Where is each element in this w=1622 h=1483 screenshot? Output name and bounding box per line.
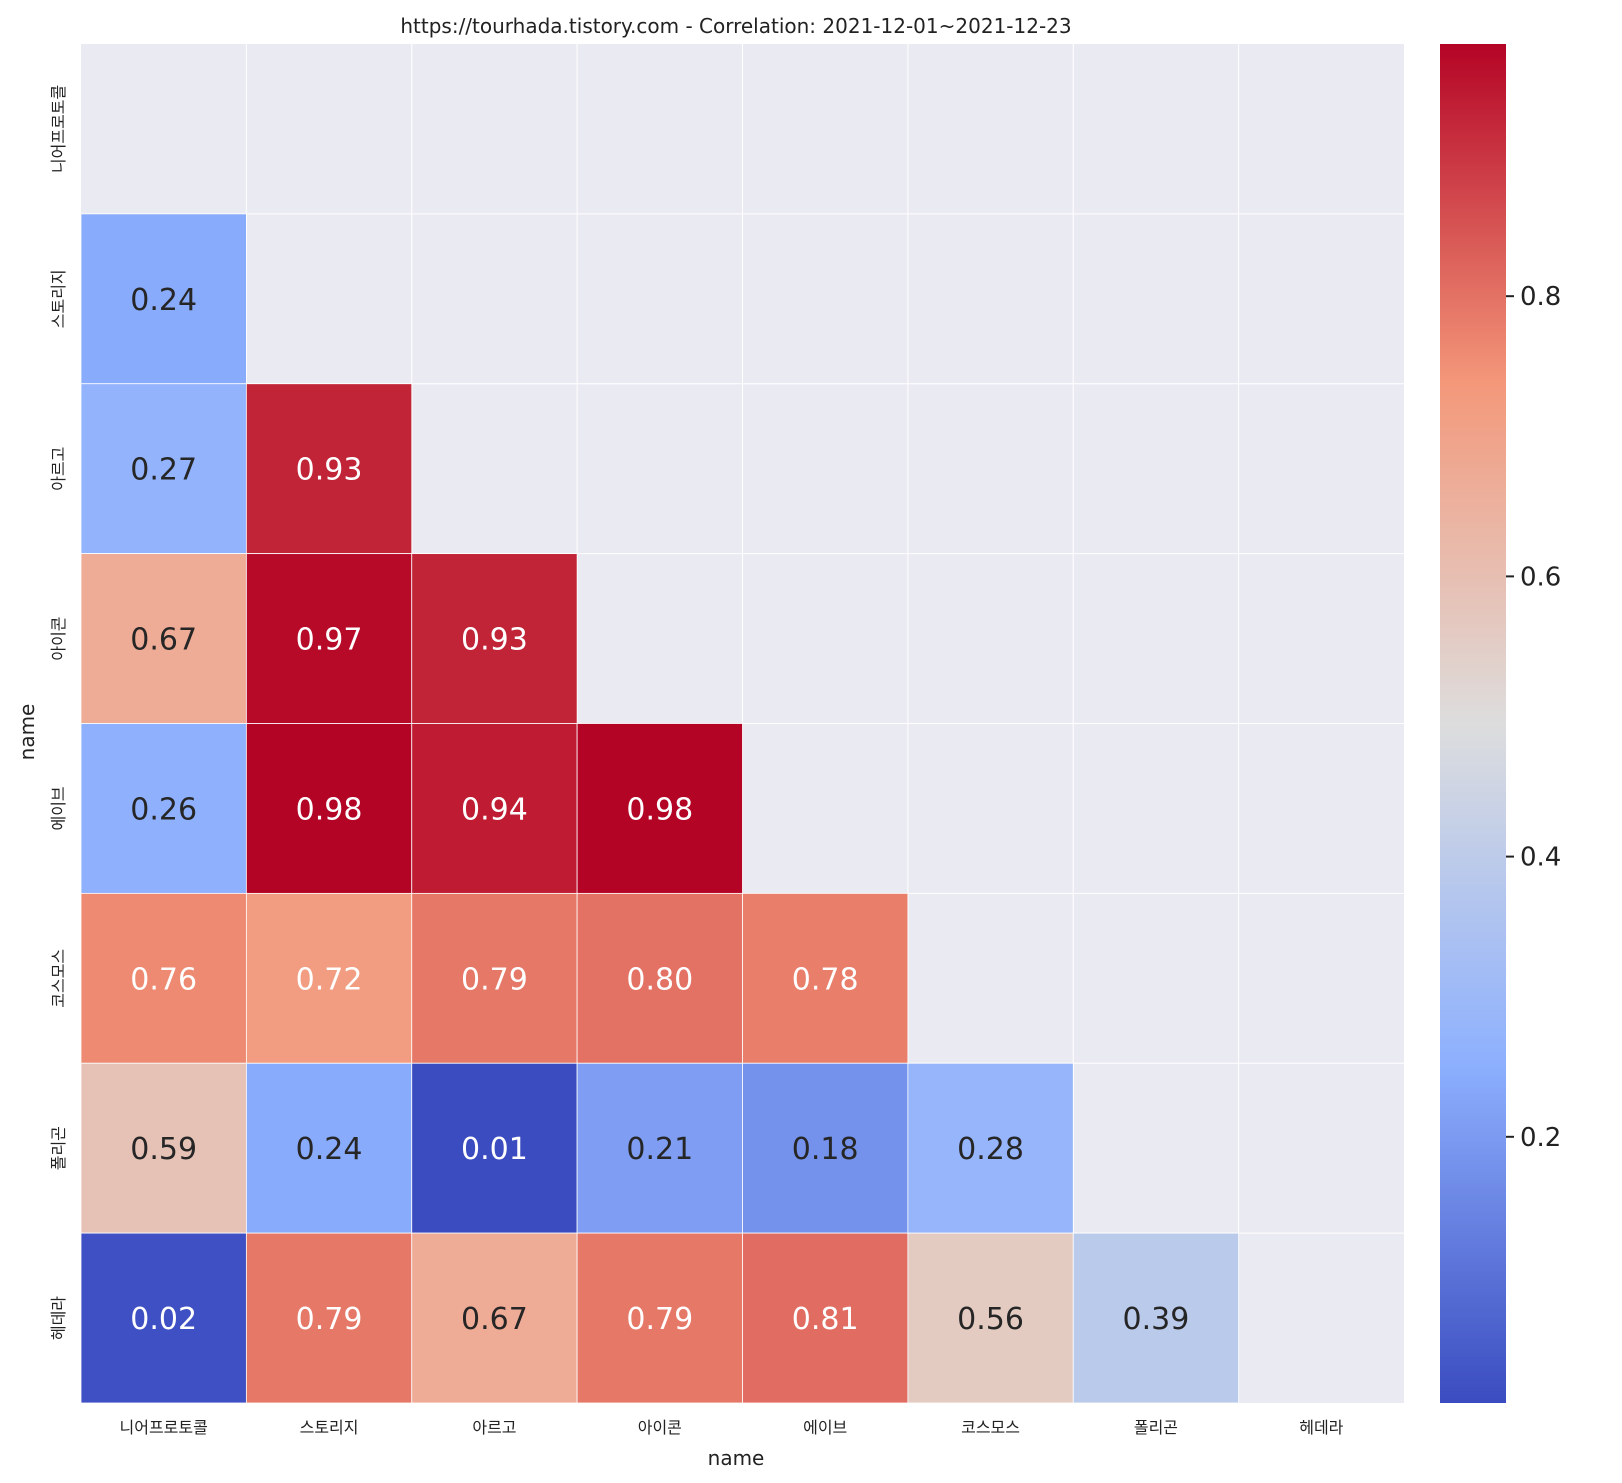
cell-value-label: 0.80 bbox=[626, 962, 693, 997]
heatmap-cell bbox=[576, 892, 743, 1064]
x-tick-label: 헤데라 bbox=[1299, 1418, 1343, 1437]
heatmap-cell bbox=[742, 1062, 909, 1234]
cell-value-label: 0.79 bbox=[296, 1302, 363, 1337]
colorbar-gradient bbox=[1440, 44, 1506, 1403]
y-tick-label: 코스모스 bbox=[49, 949, 68, 1008]
heatmap-cell bbox=[245, 1232, 413, 1404]
cell-value-label: 0.79 bbox=[461, 962, 528, 997]
heatmap-cell bbox=[907, 1062, 1074, 1234]
heatmap-cell bbox=[80, 723, 247, 894]
cell-value-label: 0.24 bbox=[296, 1132, 363, 1167]
cell-value-label: 0.81 bbox=[792, 1302, 859, 1337]
heatmap-cell bbox=[576, 1232, 743, 1404]
cell-value-label: 0.93 bbox=[296, 453, 363, 488]
y-tick-label: 니어프로토콜 bbox=[49, 85, 68, 173]
y-tick-label: 아이콘 bbox=[49, 616, 68, 660]
colorbar: 0.2 0.4 0.6 0.8 bbox=[1440, 44, 1561, 1403]
heatmap-cell bbox=[80, 1232, 247, 1404]
colorbar-tick-label: 0.2 bbox=[1520, 1123, 1561, 1153]
heatmap-cell bbox=[245, 723, 413, 894]
heatmap-cell bbox=[907, 1232, 1074, 1404]
heatmap-plot-area: 0.24 0.27 0.93 0.67 0.97 0.93 0.26 0.98 0.94 0.98… bbox=[80, 44, 1404, 1404]
cell-value-label: 0.67 bbox=[461, 1302, 528, 1337]
cell-value-label: 0.72 bbox=[296, 962, 363, 997]
colorbar-tick-label: 0.4 bbox=[1520, 843, 1561, 873]
cell-value-label: 0.01 bbox=[461, 1132, 528, 1167]
cell-value-label: 0.59 bbox=[130, 1132, 197, 1167]
cell-value-label: 0.24 bbox=[130, 283, 197, 318]
heatmap-cell bbox=[411, 723, 578, 894]
x-tick-label: 니어프로토콜 bbox=[120, 1418, 208, 1437]
x-tick-label: 스토리지 bbox=[300, 1418, 359, 1437]
cell-value-label: 0.02 bbox=[130, 1302, 197, 1337]
cell-value-label: 0.21 bbox=[626, 1132, 693, 1167]
x-axis-label: name bbox=[708, 1446, 765, 1470]
x-tick-label: 코스모스 bbox=[961, 1418, 1020, 1437]
heatmap-cell bbox=[742, 892, 909, 1064]
heatmap-cell bbox=[245, 383, 413, 555]
x-tick-label: 아이콘 bbox=[638, 1418, 682, 1437]
x-tick-label: 아르고 bbox=[472, 1418, 516, 1437]
cell-value-label: 0.26 bbox=[130, 792, 197, 827]
cell-value-label: 0.98 bbox=[296, 792, 363, 827]
heatmap-cell bbox=[80, 553, 247, 724]
heatmap-cell bbox=[80, 383, 247, 555]
chart-title: https://tourhada.tistory.com - Correlati… bbox=[400, 14, 1071, 38]
heatmap-cell bbox=[1072, 1232, 1240, 1404]
cell-value-label: 0.39 bbox=[1123, 1302, 1190, 1337]
cell-value-label: 0.18 bbox=[792, 1132, 859, 1167]
heatmap-cell bbox=[576, 1062, 743, 1234]
y-tick-label: 폴리곤 bbox=[49, 1126, 68, 1170]
cell-value-label: 0.76 bbox=[130, 962, 197, 997]
heatmap-cell bbox=[411, 553, 578, 724]
cell-value-label: 0.27 bbox=[130, 453, 197, 488]
y-axis-label: name bbox=[15, 704, 39, 761]
cell-value-label: 0.79 bbox=[626, 1302, 693, 1337]
colorbar-tick-label: 0.6 bbox=[1520, 562, 1561, 592]
y-tick-label: 에이브 bbox=[49, 786, 68, 830]
cell-value-label: 0.97 bbox=[296, 623, 363, 658]
x-tick-label: 에이브 bbox=[803, 1418, 847, 1437]
heatmap-cell bbox=[80, 892, 247, 1064]
heatmap-cell bbox=[80, 213, 247, 385]
heatmap-cell bbox=[742, 1232, 909, 1404]
cell-value-label: 0.93 bbox=[461, 623, 528, 658]
heatmap-cell bbox=[411, 1232, 578, 1404]
x-axis-ticks: 니어프로토콜 스토리지 아르고 아이콘 에이브 코스모스 폴리곤 헤데라 bbox=[120, 1418, 1344, 1437]
cell-value-label: 0.28 bbox=[957, 1132, 1024, 1167]
y-tick-label: 헤데라 bbox=[49, 1296, 68, 1340]
cell-value-label: 0.56 bbox=[957, 1302, 1024, 1337]
y-tick-label: 아르고 bbox=[49, 447, 68, 491]
cell-value-label: 0.67 bbox=[130, 623, 197, 658]
cell-value-label: 0.78 bbox=[792, 962, 859, 997]
colorbar-tick-label: 0.8 bbox=[1520, 282, 1561, 312]
x-tick-label: 폴리곤 bbox=[1134, 1418, 1178, 1437]
heatmap-cell bbox=[245, 1062, 413, 1234]
y-tick-label: 스토리지 bbox=[49, 269, 68, 328]
cell-value-label: 0.98 bbox=[626, 792, 693, 827]
heatmap-cell bbox=[411, 892, 578, 1064]
heatmap-cell bbox=[80, 1062, 247, 1234]
cell-value-label: 0.94 bbox=[461, 792, 528, 827]
